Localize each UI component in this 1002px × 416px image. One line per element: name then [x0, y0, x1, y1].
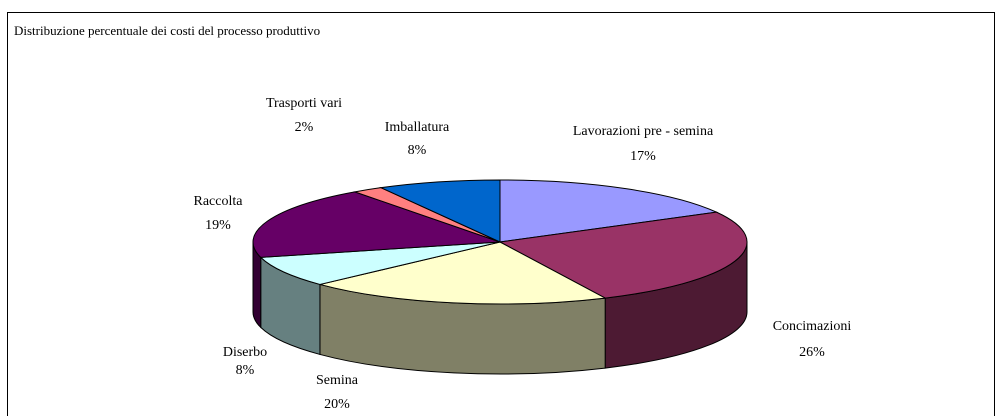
chart-title: Distribuzione percentuale dei costi del … [14, 23, 320, 38]
slice [319, 241, 607, 305]
slice [499, 179, 719, 243]
slice-value-label: 26% [799, 345, 825, 360]
slice [379, 179, 501, 243]
slice-value-label: 8% [236, 363, 255, 378]
slice-value-label: 17% [630, 149, 656, 164]
slice-label: Concimazioni [773, 319, 852, 334]
slice-label: Semina [316, 373, 359, 388]
slice-label: Lavorazioni pre - semina [573, 124, 714, 139]
slice-value-label: 20% [324, 397, 350, 412]
slice-value-label: 8% [408, 143, 427, 158]
slice [259, 241, 501, 285]
slice-value-label: 2% [295, 120, 314, 135]
slice-label: Imballatura [385, 120, 450, 135]
slice-label: Raccolta [194, 194, 244, 209]
slice [252, 191, 501, 258]
slice-label: Diserbo [223, 345, 267, 360]
slice [498, 211, 748, 299]
slice-label: Trasporti vari [266, 96, 342, 111]
slice-value-label: 19% [205, 218, 231, 233]
